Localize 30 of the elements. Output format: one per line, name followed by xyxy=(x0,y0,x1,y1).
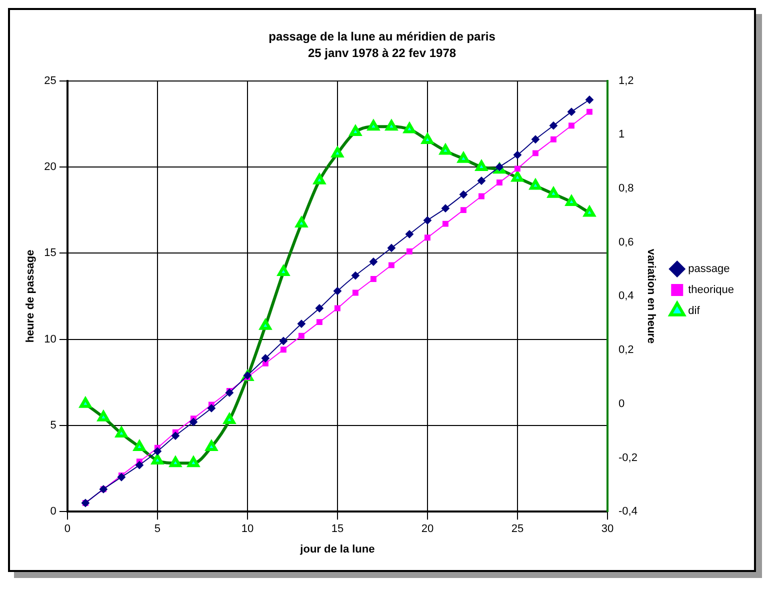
y-axis-title: heure de passage xyxy=(24,250,37,343)
y2-tick-label: 0,2 xyxy=(618,344,634,356)
x-tick-label: 0 xyxy=(64,523,70,536)
y-tick-label: 15 xyxy=(44,247,56,260)
y2-tick-label: -0,4 xyxy=(618,506,638,518)
y2-tick-label: -0,2 xyxy=(618,452,638,464)
y2-tick-label: 0 xyxy=(618,398,625,410)
y-tick-label: 20 xyxy=(44,160,56,173)
y2-tick-label: 1,2 xyxy=(618,74,634,87)
y2-tick-label: 0,4 xyxy=(618,290,634,302)
y2-tick-label: 1 xyxy=(618,128,625,141)
legend-label: theorique xyxy=(688,284,734,296)
y-tick-label: 25 xyxy=(44,74,56,87)
y-tick-label: 5 xyxy=(50,419,56,432)
x-tick-label: 20 xyxy=(421,523,434,536)
x-tick-label: 25 xyxy=(511,523,524,536)
legend-label: dif xyxy=(688,305,701,318)
chart-subtitle: 25 janv 1978 à 22 fev 1978 xyxy=(308,46,456,60)
x-tick-label: 30 xyxy=(601,523,614,536)
y2-tick-label: 0,8 xyxy=(618,182,634,195)
legend-label: passage xyxy=(688,263,730,276)
x-tick-label: 10 xyxy=(241,523,254,536)
x-tick-label: 15 xyxy=(331,523,344,536)
y2-axis-title: variation en heure xyxy=(645,248,657,344)
y-tick-label: 0 xyxy=(50,506,56,518)
x-axis-title: jour de la lune xyxy=(299,543,375,556)
y-tick-label: 10 xyxy=(44,333,56,346)
chart-title: passage de la lune au méridien de paris xyxy=(268,30,496,44)
x-tick-label: 5 xyxy=(154,523,161,536)
y2-tick-label: 0,6 xyxy=(618,236,634,248)
